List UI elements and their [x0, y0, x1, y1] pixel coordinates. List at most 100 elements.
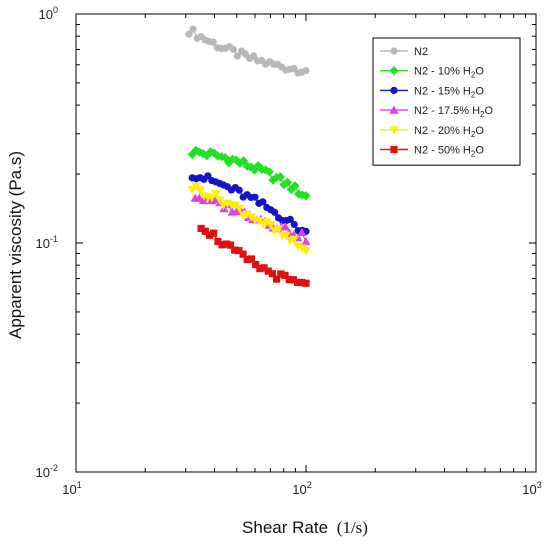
data-point — [242, 210, 252, 219]
legend-item: N2 - 20% H2O — [380, 125, 484, 139]
data-point — [290, 220, 298, 229]
series-1 — [187, 145, 311, 201]
data-point — [233, 52, 242, 60]
series-5 — [197, 224, 310, 287]
data-point — [253, 160, 263, 171]
data-point — [243, 255, 251, 264]
data-point — [289, 235, 299, 244]
data-point — [218, 241, 226, 249]
data-point — [197, 224, 205, 233]
data-point — [214, 237, 222, 246]
data-point — [187, 186, 197, 195]
legend-item: N2 - 10% H2O — [380, 66, 484, 80]
data-point — [264, 267, 272, 275]
data-point — [264, 167, 274, 177]
data-point — [249, 52, 258, 60]
data-point — [201, 227, 209, 235]
legend-label: N2 - 20% H2O — [414, 125, 484, 139]
data-point — [280, 222, 291, 231]
tick-labels: 101 102 103 10-2 10-1 100 — [36, 5, 542, 497]
x-tick-label: 101 — [62, 480, 81, 497]
data-point — [277, 270, 285, 278]
legend-label: N2 - 15% H2O — [414, 85, 484, 99]
data-point — [189, 25, 197, 33]
data-point — [235, 246, 243, 255]
y-axis-title: Apparent viscosity (Pa.s) — [6, 151, 25, 339]
y-tick-label: 100 — [39, 5, 58, 22]
legend-marker — [390, 145, 398, 154]
legend: N2 N2 - 10% H2O N2 - 15% H2O N2 - 17.5% H2O… — [372, 37, 521, 166]
x-axis-title-unit: (1/s) — [337, 518, 368, 537]
data-point — [235, 186, 243, 194]
data-point — [266, 221, 276, 230]
data-point — [281, 271, 289, 279]
legend-item: N2 - 15% H2O — [380, 85, 484, 99]
legend-item: N2 - 17.5% H2O — [380, 105, 493, 119]
data-point — [302, 279, 310, 287]
data-point — [286, 184, 296, 195]
data-point — [285, 275, 293, 284]
data-point — [268, 270, 277, 278]
legend-label: N2 - 50% H2O — [414, 145, 484, 159]
data-point — [289, 276, 298, 284]
data-point — [215, 196, 225, 205]
data-point — [252, 260, 260, 269]
data-point — [298, 278, 306, 287]
x-tick-label: 103 — [522, 480, 541, 497]
data-point — [273, 275, 281, 283]
series-2 — [188, 172, 310, 235]
data-point — [209, 38, 217, 46]
data-point — [297, 227, 307, 236]
axis-ticks — [75, 13, 536, 473]
legend-marker — [389, 126, 399, 135]
legend-marker — [389, 105, 399, 114]
data-point — [226, 241, 235, 249]
data-point — [231, 207, 241, 216]
data-point — [229, 45, 237, 54]
data-point — [239, 250, 247, 258]
data-point — [302, 66, 310, 75]
data-point — [222, 240, 230, 248]
y-tick-label: 10-1 — [36, 234, 58, 251]
data-point — [273, 225, 284, 234]
y-tick-label: 10-2 — [36, 463, 58, 480]
data-point — [234, 204, 244, 213]
data-point — [290, 181, 300, 191]
legend-item: N2 - 50% H2O — [380, 145, 484, 159]
data-point — [256, 264, 264, 273]
legend-item: N2 — [380, 46, 428, 58]
data-point — [297, 244, 307, 253]
data-point — [271, 208, 279, 216]
data-point — [283, 177, 293, 188]
series-0 — [185, 25, 310, 77]
legend-label: N2 - 17.5% H2O — [414, 105, 493, 119]
legend-marker — [389, 66, 399, 76]
x-axis-title-text: Shear Rate — [242, 518, 328, 537]
data-point — [259, 198, 267, 206]
data-point — [195, 186, 205, 195]
data-point — [210, 229, 218, 237]
x-tick-label: 102 — [292, 480, 311, 497]
data-point — [185, 30, 193, 38]
series-4 — [187, 182, 311, 256]
data-marks — [185, 25, 311, 287]
data-point — [294, 278, 302, 287]
data-point — [260, 264, 268, 272]
data-point — [205, 231, 214, 239]
data-point — [286, 215, 294, 223]
data-point — [251, 193, 259, 201]
data-point — [301, 247, 311, 256]
legend-marker — [390, 86, 398, 94]
x-axis-title: Shear Rate (1/s) — [242, 518, 368, 537]
data-point — [211, 190, 221, 199]
data-point — [301, 236, 311, 246]
data-point — [281, 231, 291, 240]
data-point — [249, 165, 260, 175]
legend-label: N2 — [414, 46, 428, 58]
data-point — [275, 172, 285, 182]
data-point — [301, 191, 311, 201]
data-point — [261, 165, 271, 175]
legend-box — [372, 37, 521, 166]
legend-label: N2 - 10% H2O — [414, 66, 484, 80]
